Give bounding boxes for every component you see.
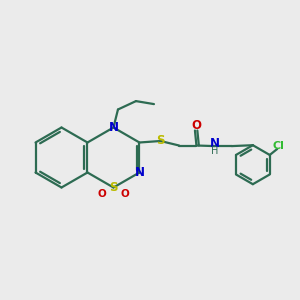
Text: Cl: Cl [273, 141, 285, 151]
Text: N: N [134, 166, 144, 179]
Text: S: S [109, 181, 118, 194]
Text: H: H [211, 146, 218, 156]
Text: O: O [191, 118, 201, 132]
Text: N: N [209, 136, 219, 150]
Text: O: O [121, 189, 129, 199]
Text: S: S [156, 134, 165, 148]
Text: N: N [109, 121, 118, 134]
Text: O: O [98, 189, 106, 199]
